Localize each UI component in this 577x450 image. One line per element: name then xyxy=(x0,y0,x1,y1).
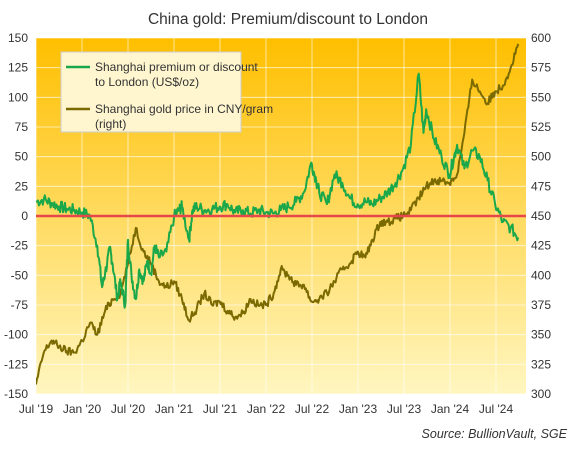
x-tick-label: Jul '23 xyxy=(387,402,422,416)
left-tick-label: 100 xyxy=(8,90,28,104)
left-tick-label: 150 xyxy=(8,31,28,45)
x-tick-label: Jan '20 xyxy=(63,402,102,416)
right-tick-label: 400 xyxy=(531,268,551,282)
left-tick-label: 75 xyxy=(15,120,29,134)
right-tick-label: 300 xyxy=(531,387,551,401)
right-tick-label: 350 xyxy=(531,328,551,342)
x-tick-label: Jul '20 xyxy=(111,402,146,416)
left-tick-label: 125 xyxy=(8,61,28,75)
legend: Shanghai premium or discount to London (… xyxy=(60,51,276,133)
x-axis-ticks: Jul '19 Jan '20 Jul '20 Jan '21 Jul '21 Jan '… xyxy=(19,402,514,416)
x-tick-label: Jan '22 xyxy=(247,402,286,416)
left-tick-label: 25 xyxy=(15,179,29,193)
left-tick-label: -50 xyxy=(11,268,29,282)
x-tick-label: Jan '23 xyxy=(339,402,378,416)
x-tick-label: Jul '19 xyxy=(19,402,54,416)
right-tick-label: 525 xyxy=(531,120,551,134)
x-tick-label: Jan '24 xyxy=(431,402,470,416)
right-tick-label: 450 xyxy=(531,209,551,223)
right-tick-label: 425 xyxy=(531,239,551,253)
series-line-premium xyxy=(36,72,520,309)
right-tick-label: 375 xyxy=(531,298,551,312)
left-axis-ticks: -150 -125 -100 -75 -50 -25 0 25 50 75 100 125 150 xyxy=(4,31,28,401)
right-tick-label: 475 xyxy=(531,179,551,193)
x-tick-label: Jul '24 xyxy=(479,402,514,416)
legend-label-premium: Shanghai premium or discount to London (… xyxy=(95,60,261,89)
chart-title: China gold: Premium/discount to London xyxy=(148,11,428,28)
left-tick-label: 0 xyxy=(21,209,28,223)
right-axis-ticks: 300 325 350 375 400 425 450 475 500 525 550 575 600 xyxy=(531,31,551,401)
series-layer xyxy=(36,43,520,385)
left-tick-label: -150 xyxy=(4,387,28,401)
left-tick-label: 50 xyxy=(15,150,29,164)
left-tick-label: -100 xyxy=(4,328,28,342)
right-tick-label: 325 xyxy=(531,357,551,371)
right-tick-label: 550 xyxy=(531,90,551,104)
chart-source: Source: BullionVault, SGE xyxy=(422,427,568,441)
left-tick-label: -75 xyxy=(11,298,29,312)
right-tick-label: 575 xyxy=(531,61,551,75)
left-tick-label: -125 xyxy=(4,357,28,371)
x-tick-label: Jul '22 xyxy=(295,402,330,416)
x-tick-label: Jan '21 xyxy=(155,402,194,416)
right-tick-label: 600 xyxy=(531,31,551,45)
x-tick-label: Jul '21 xyxy=(203,402,238,416)
right-tick-label: 500 xyxy=(531,150,551,164)
legend-label-gold-price: Shanghai gold price in CNY/gram (right) xyxy=(95,102,276,131)
left-tick-label: -25 xyxy=(11,239,29,253)
legend-box xyxy=(60,51,242,133)
